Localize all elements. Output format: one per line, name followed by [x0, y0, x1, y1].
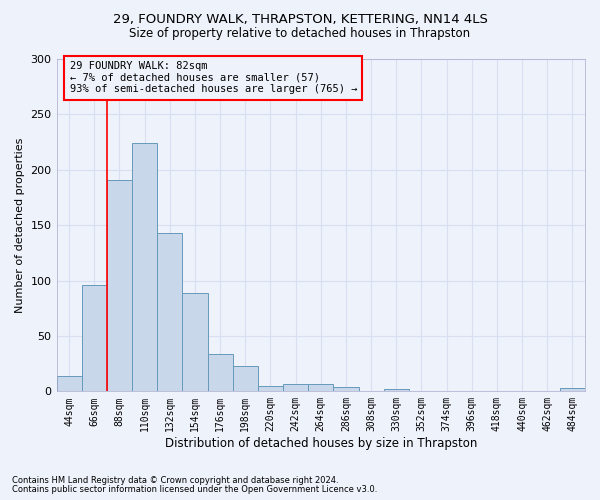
Bar	[258, 386, 283, 392]
X-axis label: Distribution of detached houses by size in Thrapston: Distribution of detached houses by size …	[164, 437, 477, 450]
Bar	[182, 292, 208, 392]
Text: Contains public sector information licensed under the Open Government Licence v3: Contains public sector information licen…	[12, 485, 377, 494]
Bar	[308, 384, 334, 392]
Bar	[560, 388, 585, 392]
Bar	[283, 384, 308, 392]
Bar	[334, 387, 359, 392]
Y-axis label: Number of detached properties: Number of detached properties	[15, 138, 25, 313]
Bar	[157, 233, 182, 392]
Bar	[132, 143, 157, 392]
Bar	[208, 354, 233, 392]
Bar	[233, 366, 258, 392]
Bar	[82, 285, 107, 392]
Text: Size of property relative to detached houses in Thrapston: Size of property relative to detached ho…	[130, 28, 470, 40]
Text: 29, FOUNDRY WALK, THRAPSTON, KETTERING, NN14 4LS: 29, FOUNDRY WALK, THRAPSTON, KETTERING, …	[113, 12, 487, 26]
Text: 29 FOUNDRY WALK: 82sqm
← 7% of detached houses are smaller (57)
93% of semi-deta: 29 FOUNDRY WALK: 82sqm ← 7% of detached …	[70, 61, 357, 94]
Bar	[383, 389, 409, 392]
Bar	[56, 376, 82, 392]
Text: Contains HM Land Registry data © Crown copyright and database right 2024.: Contains HM Land Registry data © Crown c…	[12, 476, 338, 485]
Bar	[107, 180, 132, 392]
